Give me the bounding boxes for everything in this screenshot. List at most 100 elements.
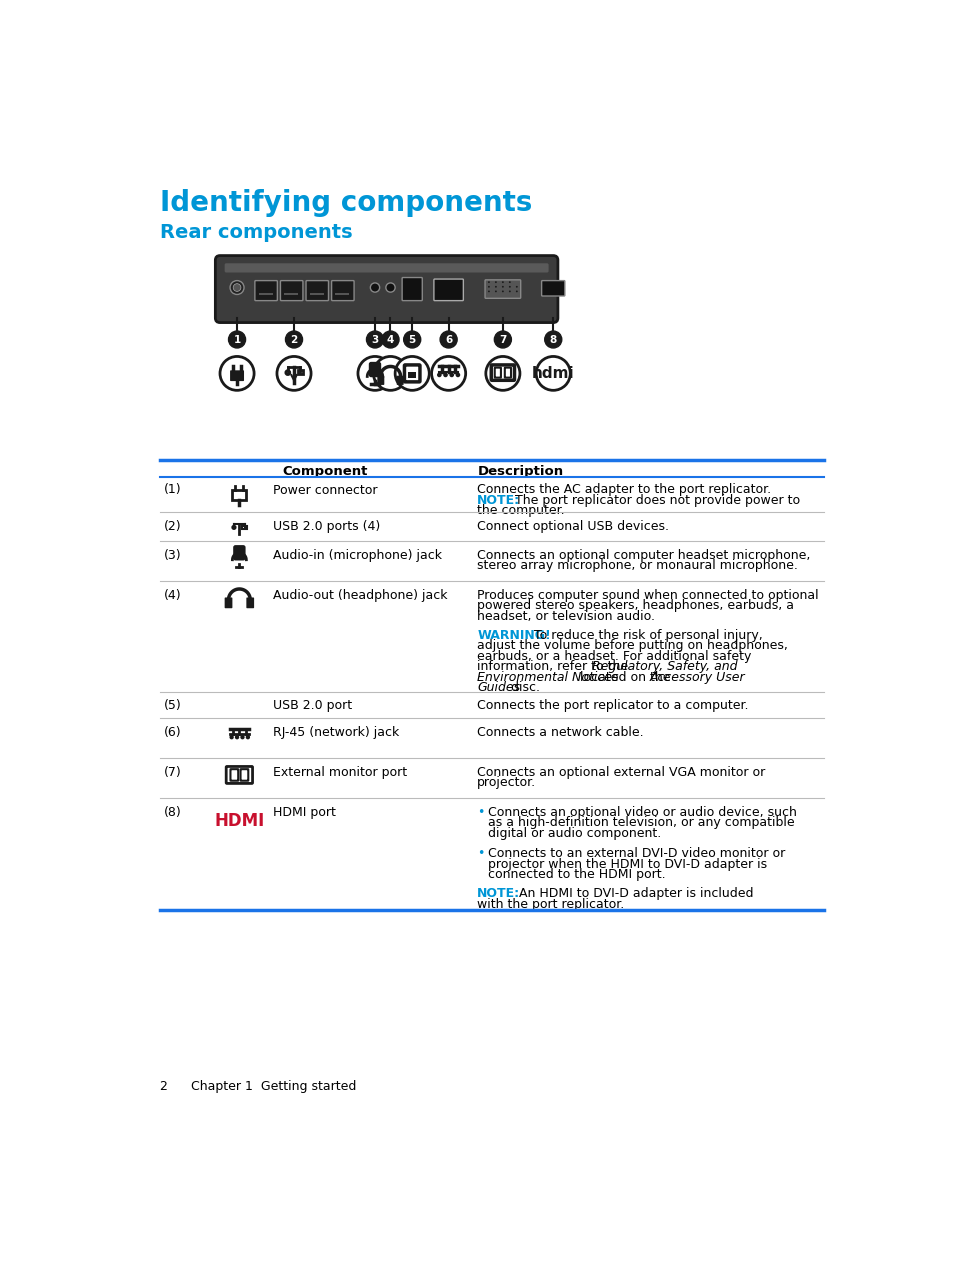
FancyBboxPatch shape	[484, 279, 520, 298]
Circle shape	[488, 286, 489, 288]
FancyBboxPatch shape	[541, 281, 564, 296]
FancyBboxPatch shape	[254, 281, 277, 301]
Circle shape	[385, 283, 395, 292]
Text: (4): (4)	[163, 589, 181, 602]
Circle shape	[357, 357, 392, 390]
Text: 5: 5	[408, 334, 416, 344]
Text: (2): (2)	[163, 519, 181, 532]
Text: (6): (6)	[163, 725, 181, 739]
Bar	[258, 293, 273, 295]
Text: Accessory User: Accessory User	[649, 671, 745, 683]
Text: as a high-definition television, or any compatible: as a high-definition television, or any …	[488, 817, 794, 829]
Text: (8): (8)	[163, 805, 181, 819]
FancyBboxPatch shape	[224, 597, 233, 608]
Text: Connect optional USB devices.: Connect optional USB devices.	[476, 519, 669, 532]
Circle shape	[501, 281, 503, 283]
Circle shape	[494, 331, 511, 348]
Circle shape	[495, 281, 497, 283]
Bar	[310, 293, 323, 295]
Circle shape	[439, 331, 456, 348]
Text: USB 2.0 port: USB 2.0 port	[273, 700, 352, 712]
FancyBboxPatch shape	[215, 255, 558, 323]
Text: Connects a network cable.: Connects a network cable.	[476, 725, 643, 739]
Circle shape	[436, 372, 441, 377]
Bar	[297, 371, 302, 375]
Text: earbuds, or a headset. For additional safety: earbuds, or a headset. For additional sa…	[476, 650, 751, 663]
Text: Connects to an external DVI-D video monitor or: Connects to an external DVI-D video moni…	[488, 847, 784, 860]
Text: the computer.: the computer.	[476, 504, 564, 517]
FancyBboxPatch shape	[402, 278, 422, 301]
Text: 2: 2	[290, 334, 297, 344]
Text: •: •	[476, 847, 484, 860]
Circle shape	[485, 357, 519, 390]
Text: adjust the volume before putting on headphones,: adjust the volume before putting on head…	[476, 639, 787, 653]
Circle shape	[443, 372, 447, 377]
Text: To reduce the risk of personal injury,: To reduce the risk of personal injury,	[525, 629, 762, 643]
Text: powered stereo speakers, headphones, earbuds, a: powered stereo speakers, headphones, ear…	[476, 599, 794, 612]
FancyBboxPatch shape	[396, 376, 403, 385]
Circle shape	[230, 281, 244, 295]
FancyBboxPatch shape	[377, 376, 384, 385]
Circle shape	[276, 357, 311, 390]
Circle shape	[403, 331, 420, 348]
Text: WARNING!: WARNING!	[476, 629, 551, 643]
FancyBboxPatch shape	[230, 371, 244, 381]
Text: Identifying components: Identifying components	[159, 189, 532, 217]
Circle shape	[508, 281, 510, 283]
Text: Component: Component	[282, 465, 367, 478]
Text: Produces computer sound when connected to optional: Produces computer sound when connected t…	[476, 589, 818, 602]
FancyBboxPatch shape	[434, 279, 463, 301]
Circle shape	[240, 735, 244, 739]
Circle shape	[501, 291, 503, 292]
Text: (3): (3)	[163, 549, 181, 561]
Text: 1: 1	[233, 334, 240, 344]
Text: Connects an optional external VGA monitor or: Connects an optional external VGA monito…	[476, 766, 764, 779]
Text: 4: 4	[386, 334, 394, 344]
Circle shape	[495, 286, 497, 288]
Circle shape	[508, 286, 510, 288]
FancyBboxPatch shape	[246, 597, 253, 608]
Text: with the port replicator.: with the port replicator.	[476, 898, 624, 911]
Text: headset, or television audio.: headset, or television audio.	[476, 610, 655, 622]
Text: information, refer to the: information, refer to the	[476, 660, 632, 673]
Circle shape	[544, 331, 561, 348]
FancyBboxPatch shape	[233, 545, 245, 560]
FancyBboxPatch shape	[306, 281, 328, 301]
FancyBboxPatch shape	[224, 263, 548, 273]
Text: Regulatory, Safety, and: Regulatory, Safety, and	[592, 660, 737, 673]
Circle shape	[488, 291, 489, 292]
Circle shape	[373, 357, 407, 390]
FancyBboxPatch shape	[369, 362, 381, 377]
Circle shape	[229, 331, 245, 348]
Circle shape	[220, 357, 253, 390]
Bar	[284, 293, 298, 295]
Circle shape	[246, 735, 250, 739]
Text: An HDMI to DVI-D adapter is included: An HDMI to DVI-D adapter is included	[511, 888, 753, 900]
Circle shape	[495, 291, 497, 292]
Circle shape	[536, 357, 570, 390]
Text: (5): (5)	[163, 700, 181, 712]
Text: located on the: located on the	[575, 671, 674, 683]
Bar	[233, 490, 246, 500]
FancyBboxPatch shape	[280, 281, 303, 301]
Text: 2: 2	[159, 1081, 167, 1093]
Text: 7: 7	[498, 334, 506, 344]
Text: 6: 6	[444, 334, 452, 344]
Circle shape	[431, 357, 465, 390]
Text: hdmi: hdmi	[532, 366, 574, 381]
Circle shape	[488, 281, 489, 283]
FancyBboxPatch shape	[332, 281, 354, 301]
Text: Chapter 1  Getting started: Chapter 1 Getting started	[191, 1081, 355, 1093]
Circle shape	[366, 331, 383, 348]
Text: HDMI port: HDMI port	[273, 805, 335, 819]
Text: HDMI: HDMI	[214, 812, 264, 829]
Text: NOTE:: NOTE:	[476, 494, 520, 507]
Text: (1): (1)	[163, 484, 181, 497]
Circle shape	[395, 357, 429, 390]
Text: Audio-in (microphone) jack: Audio-in (microphone) jack	[273, 549, 441, 561]
Text: stereo array microphone, or monaural microphone.: stereo array microphone, or monaural mic…	[476, 559, 798, 573]
Circle shape	[234, 735, 239, 739]
Text: 3: 3	[371, 334, 378, 344]
Text: USB 2.0 ports (4): USB 2.0 ports (4)	[273, 519, 379, 532]
Text: •: •	[476, 805, 484, 819]
